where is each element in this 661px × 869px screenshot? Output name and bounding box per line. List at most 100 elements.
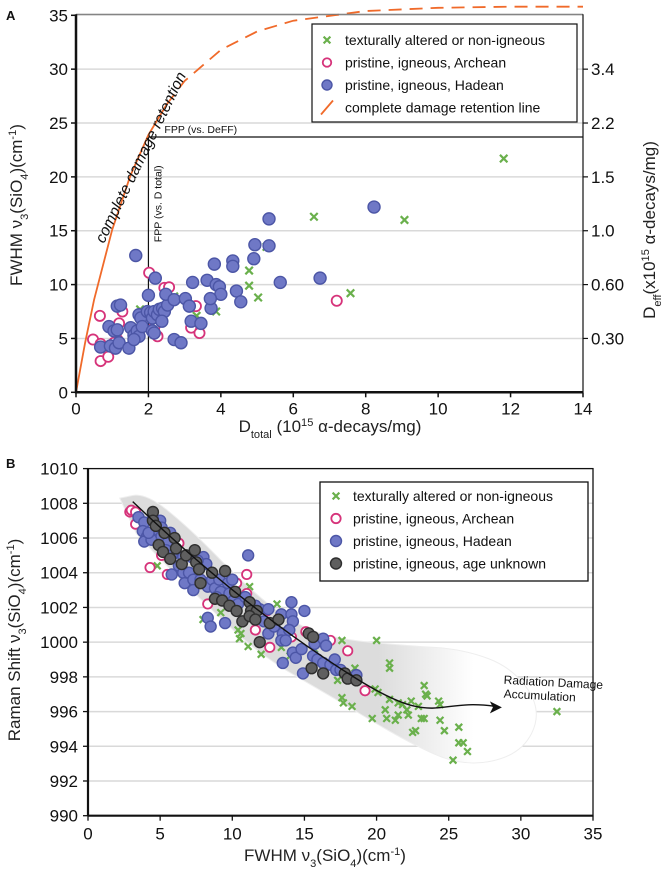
x-axis-label: Dtotal (1015 α-decays/mg) — [239, 417, 422, 441]
data-point — [289, 651, 302, 664]
y2-axis-label-part: 15 — [640, 249, 652, 261]
x-marker — [272, 599, 282, 609]
y2-tick-label: 2.2 — [591, 114, 615, 133]
y-tick-label: 1002 — [40, 598, 78, 617]
x-marker — [235, 634, 244, 643]
x-axis-label-part: )(cm — [356, 846, 390, 865]
arrow-line — [132, 501, 495, 709]
x-marker — [372, 636, 381, 645]
retention-label: complete damage retention — [92, 69, 190, 245]
data-point — [264, 641, 276, 653]
data-point — [454, 723, 463, 732]
data-point — [248, 238, 262, 252]
data-point — [110, 323, 124, 337]
data-point — [218, 616, 232, 630]
x-marker — [345, 288, 356, 298]
data-point — [347, 702, 357, 711]
legend-marker — [330, 512, 342, 525]
x-marker — [244, 266, 254, 276]
x-tick-label: 15 — [295, 825, 314, 844]
x-tick-label: 0 — [83, 825, 92, 844]
data-point — [165, 568, 178, 581]
y-tick-label: 998 — [50, 668, 78, 687]
y-axis-label-part: ) — [5, 539, 24, 545]
data-point — [391, 716, 400, 725]
data-point — [305, 661, 318, 675]
data-point — [385, 695, 394, 704]
x-marker — [339, 698, 348, 708]
legend-marker — [331, 491, 341, 501]
x-tick-label: 14 — [574, 399, 593, 418]
y-axis-label-part: (SiO — [5, 594, 24, 628]
y-axis-label: FWHM ν3(SiO4)(cm-1) — [7, 124, 31, 286]
retention-curve-solid — [75, 104, 168, 393]
x-marker — [454, 723, 463, 732]
legend-item: complete damage retention line — [320, 99, 541, 116]
panel-a-legend: texturally altered or non-igneous pristin… — [311, 23, 578, 123]
x-axis-label-part: 15 — [301, 417, 313, 429]
panel-b-letter: B — [6, 456, 15, 471]
data-point — [185, 275, 200, 290]
data-point — [207, 257, 222, 271]
y-tick-label: 5 — [59, 329, 68, 348]
arrow-label-line1: Radiation Damage — [503, 673, 603, 692]
panel-a-points — [87, 154, 509, 368]
data-point — [313, 271, 327, 285]
data-point — [164, 552, 177, 566]
arrowhead-icon — [489, 701, 502, 714]
x-marker — [347, 702, 357, 711]
legend-item: texturally altered or non-igneous — [322, 32, 545, 48]
legend-label: complete damage retention line — [345, 100, 541, 116]
y-tick-label: 1004 — [40, 564, 78, 583]
y-axis-label-part: ) — [7, 124, 26, 130]
data-point — [174, 336, 188, 350]
data-point — [552, 707, 562, 716]
x-marker — [244, 642, 253, 651]
x-marker — [256, 650, 266, 659]
line-marker — [320, 99, 334, 116]
x-marker — [216, 608, 225, 617]
legend-marker — [322, 35, 332, 45]
data-point — [342, 645, 354, 657]
x-marker — [244, 281, 254, 291]
y-tick-label: 990 — [50, 807, 78, 826]
y-tick-label: 1010 — [40, 460, 78, 479]
legend-label: pristine, igneous, Hadean — [353, 533, 512, 549]
x-marker — [382, 714, 391, 723]
y-tick-label: 992 — [50, 772, 78, 791]
x-axis-label: FWHM ν3(SiO4)(cm-1) — [244, 846, 406, 869]
data-point — [218, 564, 232, 578]
data-point — [158, 526, 171, 540]
x-marker — [337, 636, 347, 645]
y-axis-label-part: 4 — [17, 588, 29, 594]
data-point — [262, 602, 275, 616]
y-axis-label-part: (SiO — [7, 180, 26, 214]
data-point — [253, 292, 263, 303]
x-axis-label-part: (10 — [272, 417, 301, 436]
x-axis-label-part: (SiO — [316, 846, 350, 865]
x-marker — [381, 705, 390, 714]
legend-item: pristine, igneous, Hadean — [329, 533, 512, 549]
legend-label: pristine, igneous, Archean — [345, 55, 506, 71]
data-point — [233, 625, 243, 635]
y-axis-label-part: -1 — [5, 544, 17, 554]
data-point — [148, 271, 163, 285]
y-axis-label-part: )(cm — [5, 554, 24, 588]
panel-b-axes: 0 5 10 15 20 25 30 35 990 992 994 996 998 1000 1002 100… — [5, 460, 602, 869]
x-axis-label-part: α-decays/mg) — [313, 417, 421, 436]
x-tick-label: 10 — [223, 825, 242, 844]
x-axis-label-part: 4 — [350, 858, 356, 869]
data-point — [169, 542, 183, 555]
x-marker — [422, 691, 432, 701]
legend-label: texturally altered or non-igneous — [345, 32, 545, 48]
data-point — [499, 154, 509, 164]
y-axis-label: Raman Shift ν3(SiO4)(cm-1) — [5, 539, 29, 742]
y-axis-label-part: -1 — [7, 130, 19, 140]
x-marker — [404, 710, 413, 720]
data-point — [440, 726, 449, 735]
data-point — [309, 212, 319, 222]
x-axis-label-part: FWHM ν — [244, 846, 310, 865]
data-point — [226, 573, 239, 586]
data-point — [253, 635, 266, 649]
legend-marker — [321, 57, 333, 68]
